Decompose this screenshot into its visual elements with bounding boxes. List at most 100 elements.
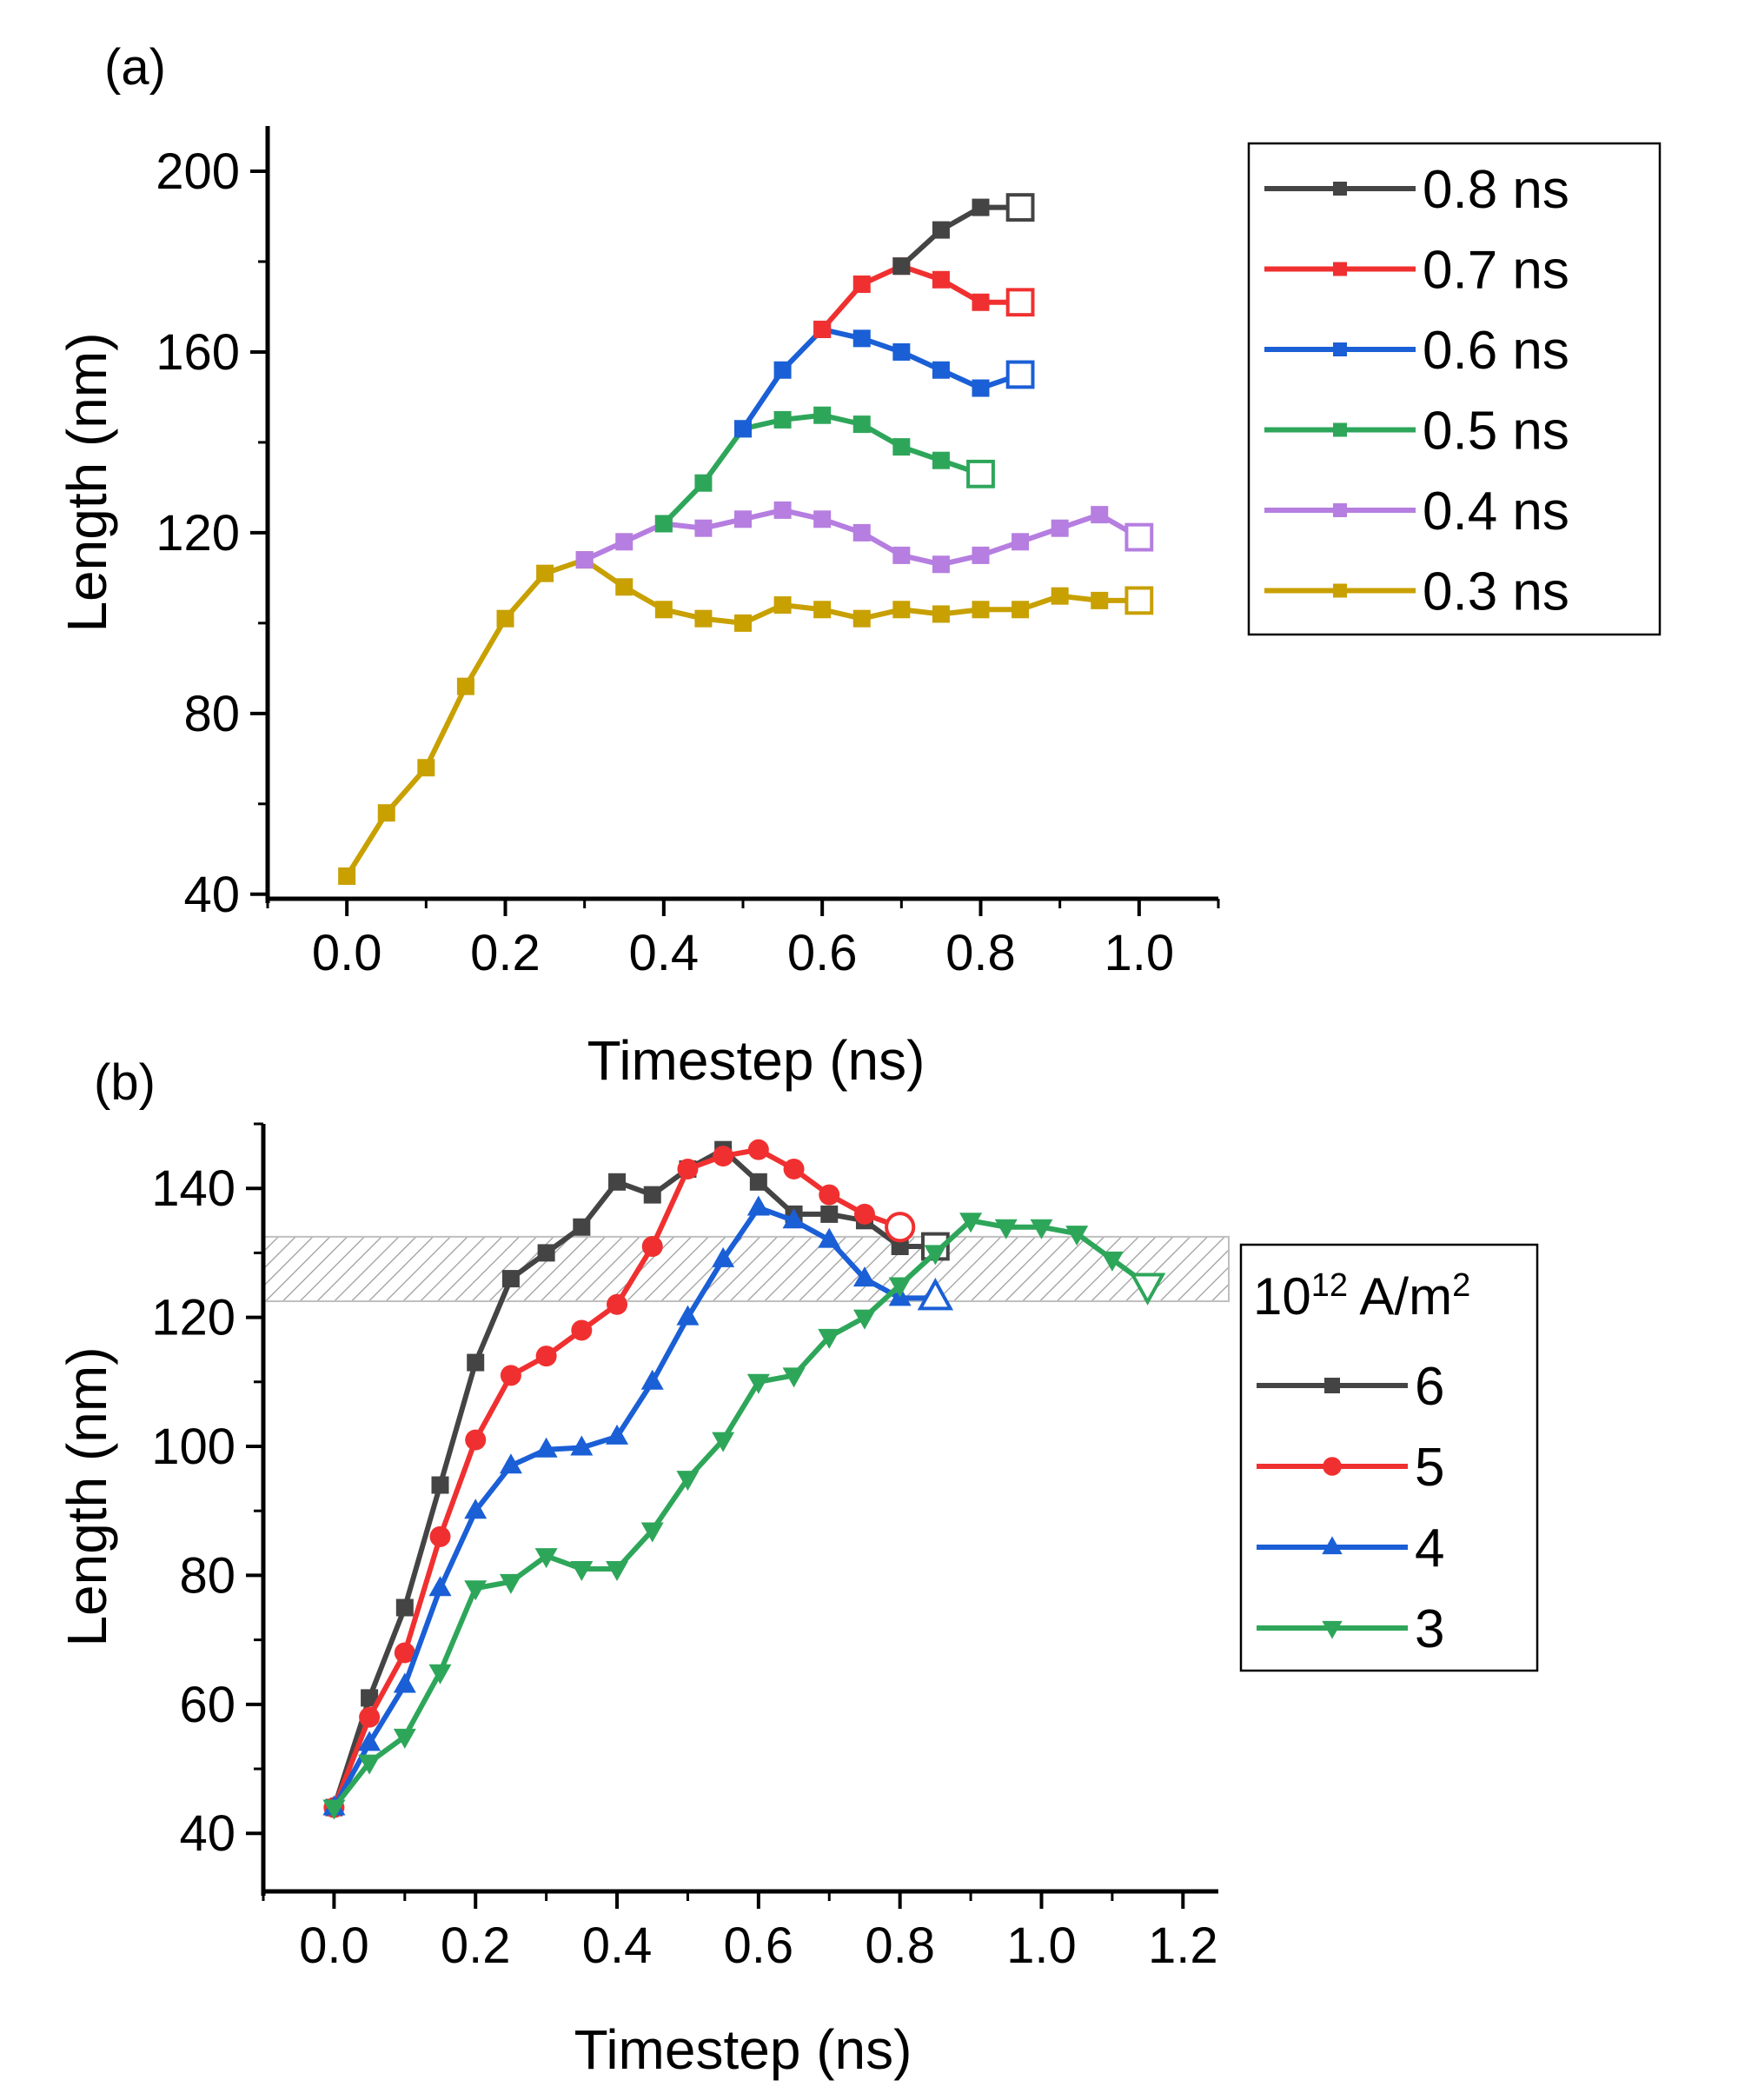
a-series-0-point-0 xyxy=(338,867,356,886)
a-series-4 xyxy=(813,257,1035,338)
b-series-2-point-3 xyxy=(428,1576,452,1597)
a-legend-box xyxy=(1247,142,1662,636)
a-series-1-point-3 xyxy=(694,519,713,537)
a-series-0-point-3 xyxy=(456,677,474,695)
panel-a: (a) 0.0 0.2 0.4 0.6 0.8 1.0 40 80 120 160 200 Time… xyxy=(56,39,1662,1092)
a-y-tick-label-1: 80 xyxy=(183,686,240,742)
a-legend-label-5: 0.8 ns xyxy=(1423,160,1569,220)
panel-a-series xyxy=(338,193,1154,886)
a-series-line-2 xyxy=(661,412,982,526)
a-series-4-point-0 xyxy=(813,320,832,338)
b-series-2-point-2 xyxy=(393,1672,416,1693)
a-series-0-point-20 xyxy=(1124,586,1154,615)
b-series-2-point-7 xyxy=(570,1435,594,1456)
panel-a-legend: 0.8 ns 0.7 ns 0.6 ns 0.5 ns 0.4 ns 0.3 ns xyxy=(1247,142,1662,636)
a-series-0-point-7 xyxy=(615,578,634,596)
b-x-tick-label-5: 1.0 xyxy=(1006,1917,1077,1974)
b-legend-marker-3 xyxy=(1322,1620,1343,1639)
b-series-1-point-13 xyxy=(783,1158,805,1180)
a-series-2-point-0 xyxy=(654,515,673,533)
b-series-3-point-5 xyxy=(499,1573,522,1594)
b-x-tick-label-0: 0.0 xyxy=(299,1917,369,1974)
a-y-tick-label-2: 120 xyxy=(156,505,240,562)
a-series-5-point-0 xyxy=(892,257,911,276)
a-series-3-point-5 xyxy=(932,361,950,379)
b-series-0-point-16 xyxy=(891,1237,909,1255)
a-series-1-point-0 xyxy=(575,551,594,569)
b-series-1-point-11 xyxy=(713,1146,734,1167)
b-x-tick-label-1: 0.2 xyxy=(441,1917,511,1974)
a-series-0-point-1 xyxy=(377,804,395,822)
b-series-3-point-16 xyxy=(888,1277,912,1298)
a-x-tick-label-5: 1.0 xyxy=(1104,925,1175,981)
b-series-1-point-16 xyxy=(885,1212,916,1243)
panel-b-legend: 1012 A/m2 6 5 4 3 xyxy=(1239,1243,1539,1672)
b-legend-label-3: 3 xyxy=(1415,1599,1444,1659)
b-series-0-point-12 xyxy=(749,1173,767,1191)
panel-b-x-axis-title: Timestep (ns) xyxy=(574,2018,912,2081)
b-series-2-point-14 xyxy=(818,1227,841,1248)
a-legend-label-0: 0.3 ns xyxy=(1423,562,1569,622)
panel-b: (b) 0.0 0.2 0.4 0.6 0.8 1.0 1.2 40 60 80 100 120 140… xyxy=(56,1054,1539,2081)
b-y-tick-label-3: 100 xyxy=(151,1419,235,1475)
b-series-0-point-2 xyxy=(395,1598,414,1617)
b-series-1-point-14 xyxy=(819,1184,840,1206)
b-series-3-point-15 xyxy=(852,1309,876,1330)
b-series-1-point-8 xyxy=(607,1293,628,1315)
a-x-tick-label-4: 0.8 xyxy=(945,925,1016,981)
a-x-tick-label-3: 0.6 xyxy=(787,925,858,981)
a-series-2-point-8 xyxy=(966,459,995,488)
b-series-1-point-6 xyxy=(535,1346,557,1367)
b-series-3-point-9 xyxy=(640,1522,664,1543)
b-series-0-point-8 xyxy=(608,1173,627,1191)
a-series-2-point-6 xyxy=(892,438,911,456)
a-series-0-point-19 xyxy=(1091,591,1109,609)
b-series-2-point-9 xyxy=(640,1369,664,1390)
a-series-5-point-2 xyxy=(972,198,990,216)
b-series-2-point-13 xyxy=(782,1208,806,1229)
b-series-3-point-6 xyxy=(534,1548,558,1569)
b-series-0-point-5 xyxy=(501,1270,520,1288)
a-series-0-point-11 xyxy=(773,596,792,615)
panel-a-y-axis-title: Length (nm) xyxy=(56,332,118,632)
b-series-3-point-14 xyxy=(818,1328,841,1349)
a-series-1-point-10 xyxy=(972,546,990,564)
panel-b-y-axis-title: Length (nm) xyxy=(56,1346,118,1646)
b-series-0-point-6 xyxy=(537,1244,555,1262)
a-series-2-point-1 xyxy=(694,474,713,492)
a-series-0-point-10 xyxy=(734,614,752,632)
b-series-0-point-3 xyxy=(431,1476,449,1494)
a-series-4-point-4 xyxy=(972,293,990,311)
a-series-0-point-12 xyxy=(813,601,832,619)
b-series-1-point-5 xyxy=(500,1365,521,1386)
b-series-2-point-8 xyxy=(606,1424,629,1445)
a-series-2-point-3 xyxy=(773,410,792,429)
a-series-3-point-4 xyxy=(892,342,911,361)
a-series-1-point-6 xyxy=(813,510,832,528)
b-legend-label-2: 4 xyxy=(1415,1519,1444,1578)
a-series-0-point-5 xyxy=(536,564,554,582)
a-series-1-point-11 xyxy=(1012,533,1030,551)
a-series-0-point-4 xyxy=(496,609,514,628)
b-legend-label-0: 6 xyxy=(1415,1357,1444,1417)
a-series-2-point-5 xyxy=(852,415,871,434)
b-x-tick-label-6: 1.2 xyxy=(1148,1917,1218,1974)
b-series-2-point-5 xyxy=(499,1453,522,1474)
a-series-3-point-7 xyxy=(1005,360,1035,389)
a-series-4-point-3 xyxy=(932,270,950,289)
b-series-1-point-7 xyxy=(571,1319,593,1341)
b-series-3-point-21 xyxy=(1065,1226,1089,1246)
b-series-3-point-1 xyxy=(358,1754,381,1775)
a-series-1-point-4 xyxy=(734,510,752,528)
b-series-3-point-19 xyxy=(994,1219,1018,1239)
a-x-tick-label-1: 0.2 xyxy=(470,925,541,981)
b-series-0-point-1 xyxy=(361,1689,379,1707)
b-series-2-point-1 xyxy=(358,1731,381,1751)
a-series-1-point-5 xyxy=(773,501,792,519)
a-series-0-point-17 xyxy=(1012,601,1030,619)
b-y-tick-label-1: 60 xyxy=(179,1677,235,1733)
b-legend-marker-1 xyxy=(1323,1457,1342,1476)
b-series-3-point-13 xyxy=(782,1367,806,1388)
a-series-4-point-5 xyxy=(1005,288,1035,317)
a-series-4-point-1 xyxy=(852,275,871,293)
